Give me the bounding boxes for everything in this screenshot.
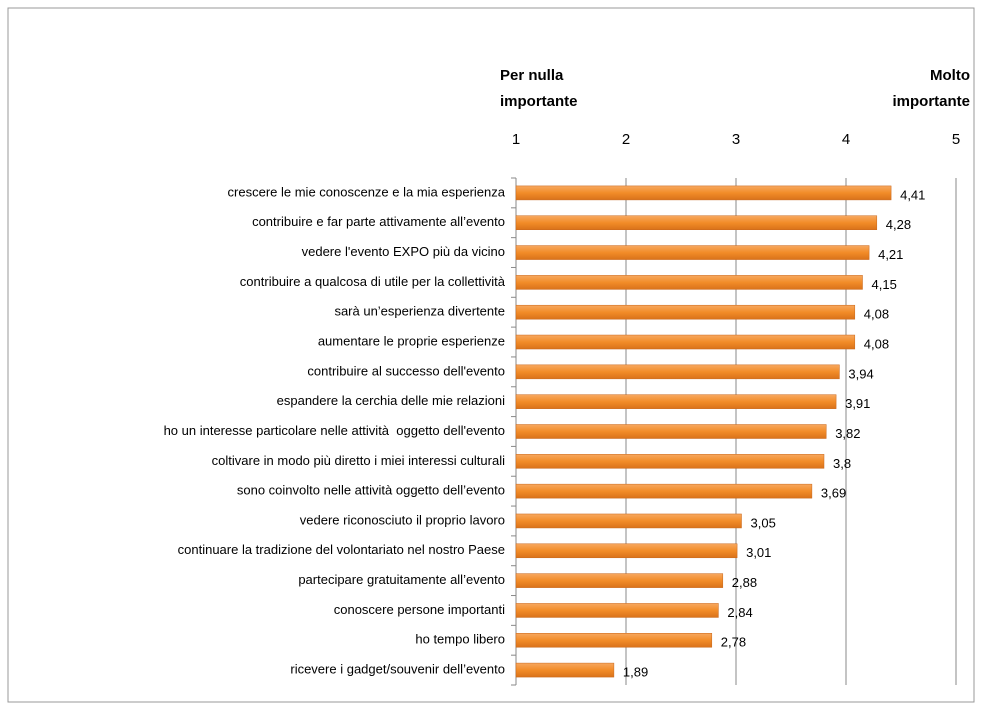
bar — [515, 424, 827, 439]
bar — [515, 483, 813, 499]
bar — [515, 513, 742, 529]
y-tick-label: contribuire al successo dell'evento — [307, 363, 505, 378]
value-label: 4,28 — [886, 217, 911, 232]
bar — [515, 394, 837, 409]
x-tick-label: 3 — [732, 131, 740, 148]
value-label: 4,08 — [864, 336, 889, 351]
chart-border — [7, 7, 975, 703]
y-tick-label: contribuire a qualcosa di utile per la c… — [240, 274, 506, 289]
bar — [515, 304, 856, 320]
x-tick-label: 4 — [842, 131, 850, 148]
value-label: 3,94 — [848, 366, 873, 381]
y-tick-label: vedere l'evento EXPO più da vicino — [302, 244, 505, 259]
y-tick-label: ricevere i gadget/souvenir dell’evento — [290, 662, 505, 677]
bar — [515, 245, 870, 260]
value-label: 4,15 — [872, 277, 897, 292]
bar — [515, 662, 615, 678]
bar — [515, 603, 719, 618]
value-label: 4,41 — [900, 187, 925, 202]
y-tick-label: contribuire e far parte attivamente all’… — [252, 214, 505, 229]
bar — [515, 573, 724, 588]
value-label: 3,01 — [746, 545, 771, 560]
bar — [515, 454, 825, 469]
value-label: 4,21 — [878, 247, 903, 262]
value-label: 3,69 — [821, 486, 846, 501]
y-tick-label: vedere riconosciuto il proprio lavoro — [300, 512, 505, 527]
value-label: 2,78 — [721, 635, 746, 650]
bar — [515, 185, 892, 201]
y-tick-label: sarà un’esperienza divertente — [334, 304, 505, 319]
left-axis-label: Per nulla — [500, 67, 564, 84]
y-tick-label: espandere la cerchia delle mie relazioni — [277, 393, 505, 408]
y-tick-label: partecipare gratuitamente all’evento — [298, 572, 505, 587]
value-label: 1,89 — [623, 665, 648, 680]
value-label: 2,84 — [727, 605, 752, 620]
y-tick-label: coltivare in modo più diretto i miei int… — [212, 453, 505, 468]
bar — [515, 543, 738, 559]
x-tick-label: 5 — [952, 131, 960, 148]
y-tick-label: ho un interesse particolare nelle attivi… — [164, 423, 505, 438]
value-label: 3,05 — [751, 515, 776, 530]
right-axis-label: Molto — [930, 67, 970, 84]
value-label: 4,08 — [864, 307, 889, 322]
left-axis-label: importante — [500, 93, 578, 110]
bar — [515, 215, 878, 230]
bar — [515, 633, 713, 648]
value-label: 2,88 — [732, 575, 757, 590]
x-tick-label: 1 — [512, 131, 520, 148]
y-tick-label: ho tempo libero — [415, 632, 505, 647]
y-tick-label: aumentare le proprie esperienze — [318, 333, 505, 348]
y-tick-label: continuare la tradizione del volontariat… — [178, 542, 505, 557]
right-axis-label: importante — [892, 93, 970, 110]
bar — [515, 364, 840, 380]
value-label: 3,8 — [833, 456, 851, 471]
y-tick-label: crescere le mie conoscenze e la mia espe… — [228, 184, 506, 199]
bar — [515, 334, 856, 350]
y-tick-label: sono coinvolto nelle attività oggetto de… — [237, 483, 505, 498]
y-tick-label: conoscere persone importanti — [334, 602, 505, 617]
value-label: 3,82 — [835, 426, 860, 441]
bar — [515, 275, 863, 290]
value-label: 3,91 — [845, 396, 870, 411]
x-tick-label: 2 — [622, 131, 630, 148]
